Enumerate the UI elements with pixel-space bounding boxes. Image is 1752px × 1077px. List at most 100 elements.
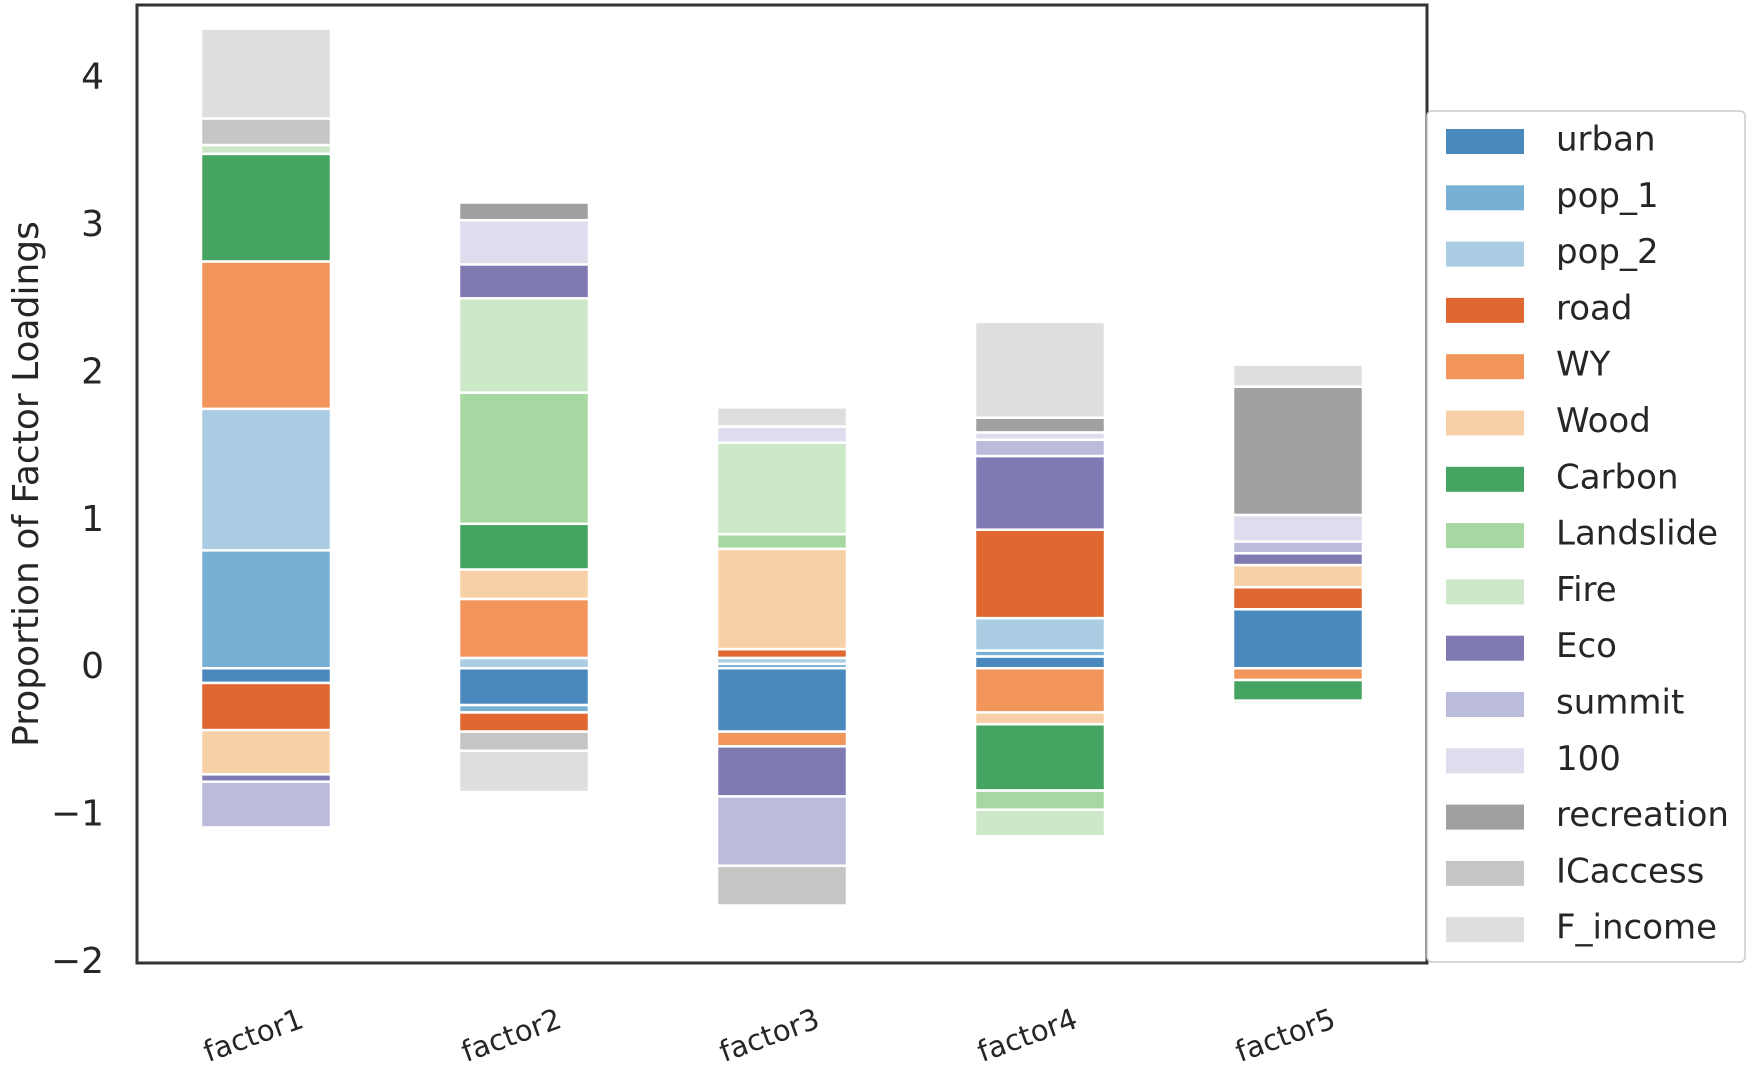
legend-swatch-pop-1: [1446, 185, 1524, 211]
bar-factor5-wood: [1231, 563, 1365, 589]
legend-label-wy: WY: [1556, 345, 1611, 385]
bar-factor2-f-income: [457, 749, 591, 794]
bar-factor2-road: [457, 711, 591, 733]
y-tick-label: 0: [81, 646, 104, 687]
bar-factor4-summit: [973, 438, 1107, 458]
bar-factor1-icaccess: [199, 117, 333, 147]
legend-swatch-100: [1446, 748, 1524, 774]
bar-factor2-wood: [457, 568, 591, 601]
bar-factor3-eco: [715, 745, 849, 798]
bar-factor5-summit: [1231, 540, 1365, 555]
bar-factor4-pop-2: [973, 616, 1107, 652]
bar-factor1-pop-1: [199, 549, 333, 670]
y-tick-label: −2: [51, 941, 104, 982]
bar-factor1-f-income: [199, 27, 333, 120]
bar-factor5-fire: [1231, 699, 1365, 705]
y-tick-label: 1: [81, 499, 104, 540]
bar-factor2-carbon: [457, 522, 591, 571]
bar-factor4-fire: [973, 808, 1107, 838]
bar-factor5-wy: [1231, 666, 1365, 682]
y-axis-title: Proportion of Factor Loadings: [6, 221, 47, 747]
y-axis: −2 −1 0 1 2 3 4: [51, 57, 104, 982]
x-tick-label-factor3: factor3: [715, 1001, 824, 1068]
bar-factor4-eco: [973, 454, 1107, 531]
bar-factor3-100: [715, 425, 849, 444]
legend-swatch-wy: [1446, 354, 1524, 380]
bar-factor1-road: [199, 681, 333, 732]
x-tick-label-factor2: factor2: [457, 1001, 566, 1068]
bars-layer: [199, 27, 1365, 907]
bar-factor3-landslide: [715, 532, 849, 551]
y-tick-label: 3: [81, 204, 104, 245]
bar-factor5-eco: [1231, 552, 1365, 567]
legend-label-landslide: Landslide: [1556, 514, 1718, 554]
bar-factor4-wood: [973, 711, 1107, 726]
legend-label-eco: Eco: [1556, 626, 1617, 666]
legend-label-wood: Wood: [1556, 401, 1651, 441]
legend-label-pop-2: pop_2: [1556, 232, 1659, 272]
x-tick-label-factor5: factor5: [1231, 1001, 1340, 1068]
legend-label-100: 100: [1556, 739, 1621, 779]
bar-factor4-carbon: [973, 722, 1107, 792]
y-tick-label: 4: [81, 57, 104, 98]
bar-factor5-carbon: [1231, 678, 1365, 702]
legend-swatch-f-income: [1446, 917, 1524, 943]
legend-label-carbon: Carbon: [1556, 457, 1679, 497]
bar-factor1-summit: [199, 780, 333, 829]
legend-swatch-recreation: [1446, 804, 1524, 830]
bar-factor2-eco: [457, 263, 591, 300]
legend-swatch-summit: [1446, 692, 1524, 717]
legend-swatch-carbon: [1446, 466, 1524, 492]
bar-factor3-f-income: [715, 406, 849, 428]
bar-factor3-wy: [715, 730, 849, 748]
legend-swatch-eco: [1446, 635, 1524, 661]
bar-factor5-recreation: [1231, 385, 1365, 517]
x-tick-label-factor1: factor1: [199, 1001, 308, 1068]
legend-label-icaccess: ICaccess: [1556, 851, 1704, 891]
bar-factor3-wood: [715, 547, 849, 651]
bar-factor2-urban: [457, 666, 591, 707]
bar-factor2-icaccess: [457, 730, 591, 753]
legend-swatch-urban: [1446, 129, 1524, 154]
legend-label-f-income: F_income: [1556, 908, 1717, 948]
bar-factor1-pop-2: [199, 407, 333, 552]
legend-label-pop-1: pop_1: [1556, 176, 1659, 216]
legend-label-summit: summit: [1556, 683, 1684, 723]
y-tick-label: 2: [81, 351, 104, 392]
bar-factor5-100: [1231, 513, 1365, 543]
legend-swatch-landslide: [1446, 523, 1524, 549]
y-tick-label: −1: [51, 794, 104, 835]
legend-swatch-wood: [1446, 410, 1524, 436]
bar-factor2-100: [457, 218, 591, 266]
bar-factor2-recreation: [457, 201, 591, 222]
bar-factor3-road: [715, 647, 849, 660]
bar-factor1-urban: [199, 666, 333, 685]
legend-label-fire: Fire: [1556, 570, 1617, 610]
legend-label-road: road: [1556, 288, 1632, 328]
legend-swatch-fire: [1446, 579, 1524, 605]
legend-label-recreation: recreation: [1556, 795, 1729, 835]
bar-factor1-carbon: [199, 152, 333, 263]
legend-label-urban: urban: [1556, 120, 1656, 160]
bar-factor4-f-income: [973, 320, 1107, 419]
bar-factor3-urban: [715, 666, 849, 733]
bar-factor5-urban: [1231, 608, 1365, 670]
bar-factor4-road: [973, 528, 1107, 620]
bar-factor3-icaccess: [715, 864, 849, 907]
bar-factor4-wy: [973, 666, 1107, 714]
legend-swatch-icaccess: [1446, 860, 1524, 886]
bar-factor2-fire: [457, 297, 591, 394]
bar-factor4-landslide: [973, 789, 1107, 811]
bar-factor1-fire: [199, 143, 333, 156]
bar-factor2-pop-2: [457, 656, 591, 670]
bar-factor3-fire: [715, 441, 849, 536]
bar-factor2-landslide: [457, 391, 591, 526]
bar-factor5-road: [1231, 585, 1365, 611]
bar-factor4-recreation: [973, 416, 1107, 434]
bar-factor1-wood: [199, 728, 333, 776]
x-tick-label-factor4: factor4: [973, 1001, 1082, 1068]
legend-swatch-pop-2: [1446, 241, 1524, 267]
legend-swatch-road: [1446, 297, 1524, 323]
